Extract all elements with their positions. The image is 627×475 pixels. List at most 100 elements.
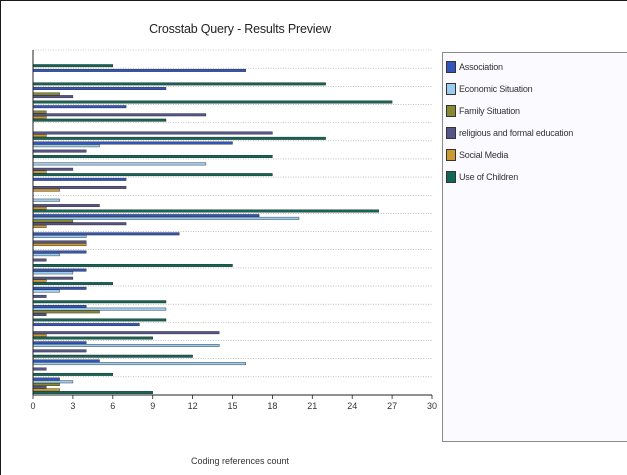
bar xyxy=(32,307,167,311)
bar xyxy=(32,185,127,189)
bar xyxy=(32,331,220,335)
bar xyxy=(32,294,47,298)
bar xyxy=(32,349,87,353)
bar xyxy=(32,173,273,177)
bar xyxy=(32,116,47,119)
legend-item: Economic Situation xyxy=(446,82,533,96)
legend-label: religious and formal education xyxy=(459,128,574,138)
x-tick-label: 0 xyxy=(30,401,35,411)
legend-swatch xyxy=(446,83,456,95)
bar xyxy=(32,219,74,223)
x-tick-label: 18 xyxy=(267,401,277,411)
bars xyxy=(32,64,393,394)
x-tick-label: 24 xyxy=(347,401,357,411)
bar xyxy=(32,313,47,316)
legend-item: Family Situation xyxy=(446,104,520,118)
bar xyxy=(32,222,127,226)
bar xyxy=(32,336,153,340)
bar xyxy=(32,388,60,392)
bar xyxy=(32,206,47,210)
x-tick-label: 21 xyxy=(307,401,317,411)
bar xyxy=(32,305,87,308)
bar xyxy=(32,383,60,386)
legend-item: Social Media xyxy=(446,148,508,162)
bar xyxy=(32,162,207,166)
bar xyxy=(32,243,87,247)
bar xyxy=(32,188,60,192)
legend-item: religious and formal education xyxy=(446,126,573,140)
bar xyxy=(32,380,74,384)
bar xyxy=(32,354,193,358)
legend-label: Association xyxy=(459,62,503,72)
bar xyxy=(32,131,273,135)
x-tick-label: 27 xyxy=(387,401,397,411)
bar xyxy=(32,372,114,376)
legend-swatch xyxy=(446,127,456,139)
bar xyxy=(32,344,220,347)
bar xyxy=(32,113,207,117)
bar xyxy=(32,87,167,90)
legend-item: Use of Children xyxy=(446,170,518,184)
chart-title: Crosstab Query - Results Preview xyxy=(149,22,331,36)
bar xyxy=(32,385,47,389)
bar xyxy=(32,136,326,140)
bar xyxy=(32,204,100,208)
bar xyxy=(32,359,100,363)
bar xyxy=(32,170,47,174)
bar xyxy=(32,209,379,213)
bar xyxy=(32,253,60,257)
bar xyxy=(32,167,74,171)
bar xyxy=(32,232,180,236)
bar xyxy=(32,141,233,145)
bar xyxy=(32,271,74,275)
bar xyxy=(32,391,153,394)
bar xyxy=(32,318,167,322)
x-tick-label: 30 xyxy=(427,401,437,411)
bar xyxy=(32,82,326,86)
bar xyxy=(32,333,47,337)
bar xyxy=(32,214,260,218)
bar xyxy=(32,95,74,99)
bar xyxy=(32,105,127,109)
bar xyxy=(32,235,87,238)
bar xyxy=(32,64,114,68)
legend-label: Social Media xyxy=(459,150,509,160)
bar xyxy=(32,216,300,220)
x-tick-label: 15 xyxy=(227,401,237,411)
bar xyxy=(32,282,114,286)
bar xyxy=(32,377,60,381)
bar xyxy=(32,134,47,138)
legend-label: Use of Children xyxy=(459,172,519,182)
legend-item: Association xyxy=(446,60,503,74)
bar xyxy=(32,362,247,366)
bar xyxy=(32,279,47,283)
bar xyxy=(32,341,87,345)
bar xyxy=(32,323,140,327)
legend-swatch xyxy=(446,61,456,73)
bar xyxy=(32,68,247,72)
bar xyxy=(32,144,100,148)
bar xyxy=(32,198,60,202)
bar xyxy=(32,300,167,304)
bar xyxy=(32,310,100,314)
bar xyxy=(32,155,273,158)
bar xyxy=(32,149,87,153)
bar xyxy=(32,92,60,96)
legend: Association Economic Situation Family Situ… xyxy=(442,52,627,442)
legend-label: Family Situation xyxy=(459,106,520,116)
x-axis: 0 3 6 9 12 15 18 21 24 27 30 xyxy=(30,50,437,411)
x-tick-label: 6 xyxy=(110,401,115,411)
bar xyxy=(32,118,167,122)
bar xyxy=(32,276,74,280)
bar xyxy=(32,258,47,262)
x-tick-label: 3 xyxy=(70,401,75,411)
legend-label: Economic Situation xyxy=(459,84,533,94)
bar xyxy=(32,110,47,114)
bar xyxy=(32,224,47,228)
bar xyxy=(32,240,87,244)
x-axis-label: Coding references count xyxy=(190,456,290,466)
bar xyxy=(32,289,60,293)
x-tick-label: 12 xyxy=(188,401,198,411)
